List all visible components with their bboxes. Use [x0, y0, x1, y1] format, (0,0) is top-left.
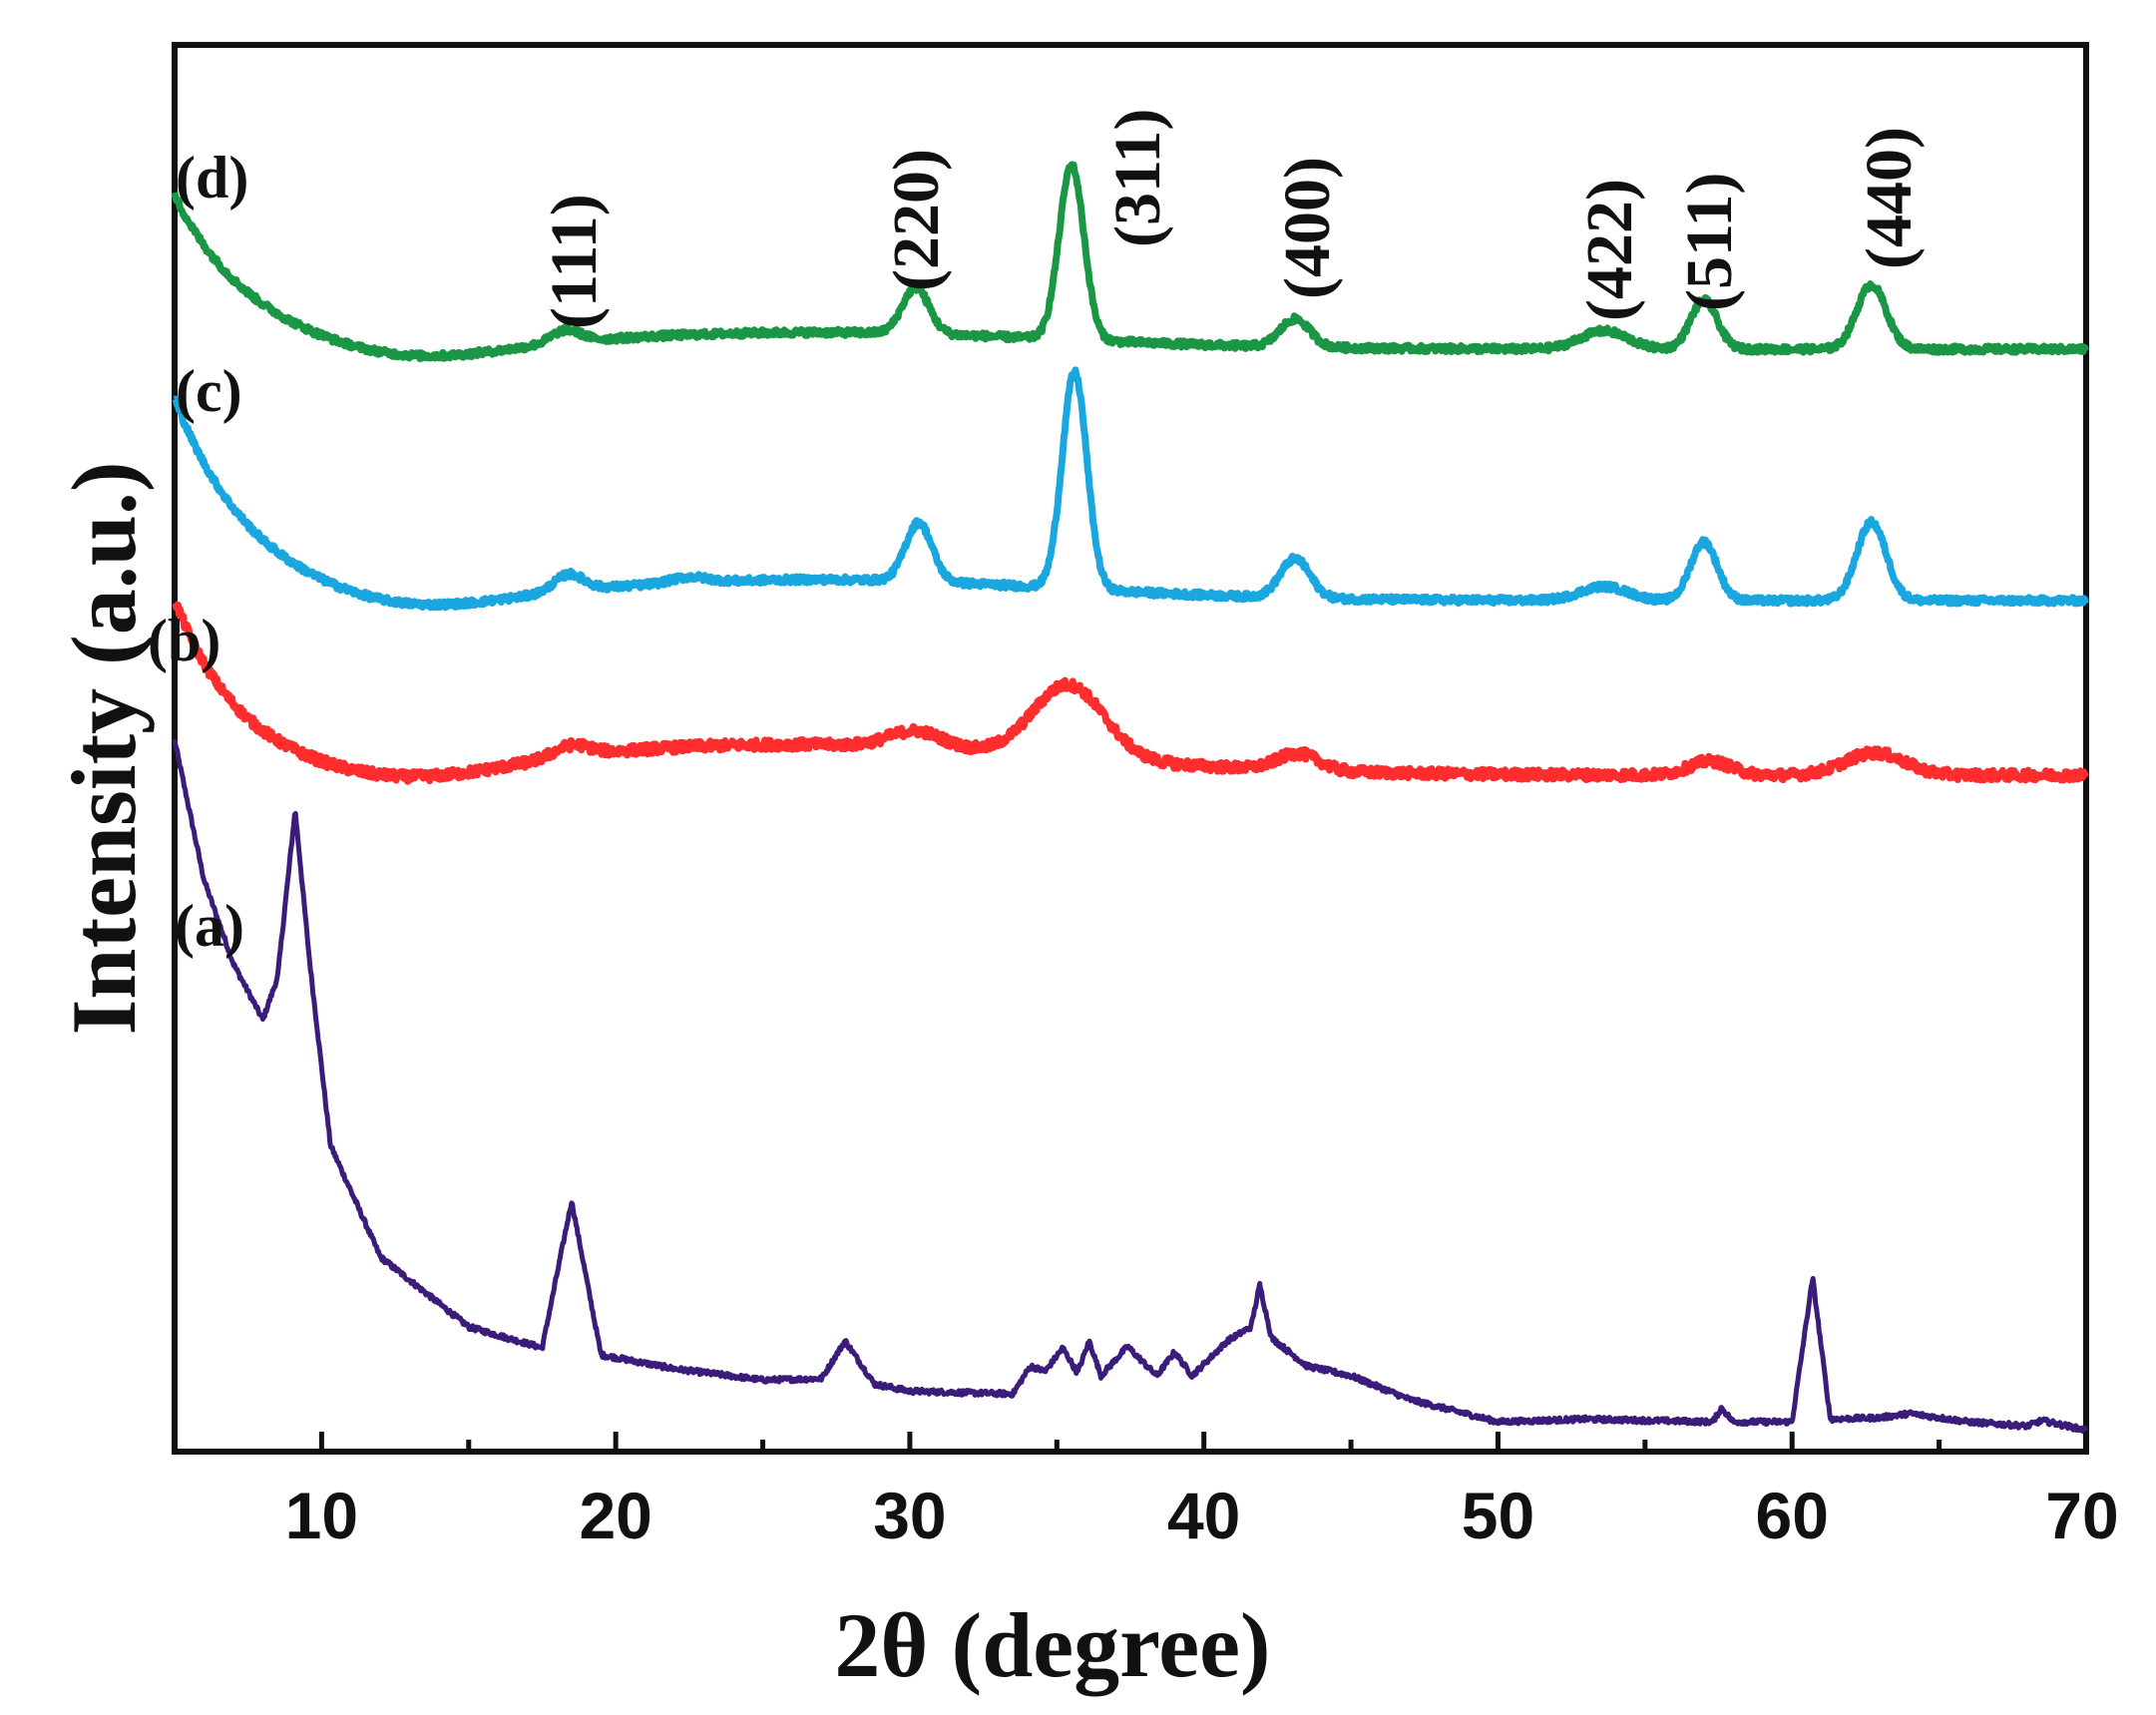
series-layer: [171, 161, 2089, 1435]
series-label-d: (d): [176, 145, 248, 211]
x-axis-title: 2θ (degree): [834, 1594, 1270, 1696]
y-axis-title: Intensity (a.u.): [53, 461, 155, 1035]
series-label-c: (c): [176, 358, 242, 424]
series-line-c: [172, 366, 2089, 612]
x-tick-label: 30: [873, 1479, 946, 1552]
series-line-b: [172, 600, 2089, 785]
series-label-a: (a): [175, 893, 244, 959]
peak-label-111: (111): [538, 194, 611, 329]
series-label-b: (b): [148, 608, 220, 673]
x-tick-label: 50: [1462, 1479, 1534, 1552]
peak-label-511: (511): [1673, 173, 1746, 311]
peak-label-422: (422): [1573, 179, 1646, 321]
series-line-d: [171, 161, 2089, 362]
x-tick-label: 10: [285, 1479, 358, 1552]
x-tick-label: 40: [1167, 1479, 1240, 1552]
peak-label-220: (220): [880, 149, 953, 291]
x-tick-label: 60: [1756, 1479, 1829, 1552]
peak-label-440: (440): [1853, 127, 1926, 269]
peak-label-311: (311): [1101, 109, 1174, 247]
peak-label-400: (400): [1271, 157, 1344, 299]
x-axis-ticks: [172, 1432, 2089, 1452]
x-tick-label: 20: [579, 1479, 651, 1552]
x-tick-label: 70: [2045, 1479, 2118, 1552]
series-line-a: [172, 738, 2088, 1435]
